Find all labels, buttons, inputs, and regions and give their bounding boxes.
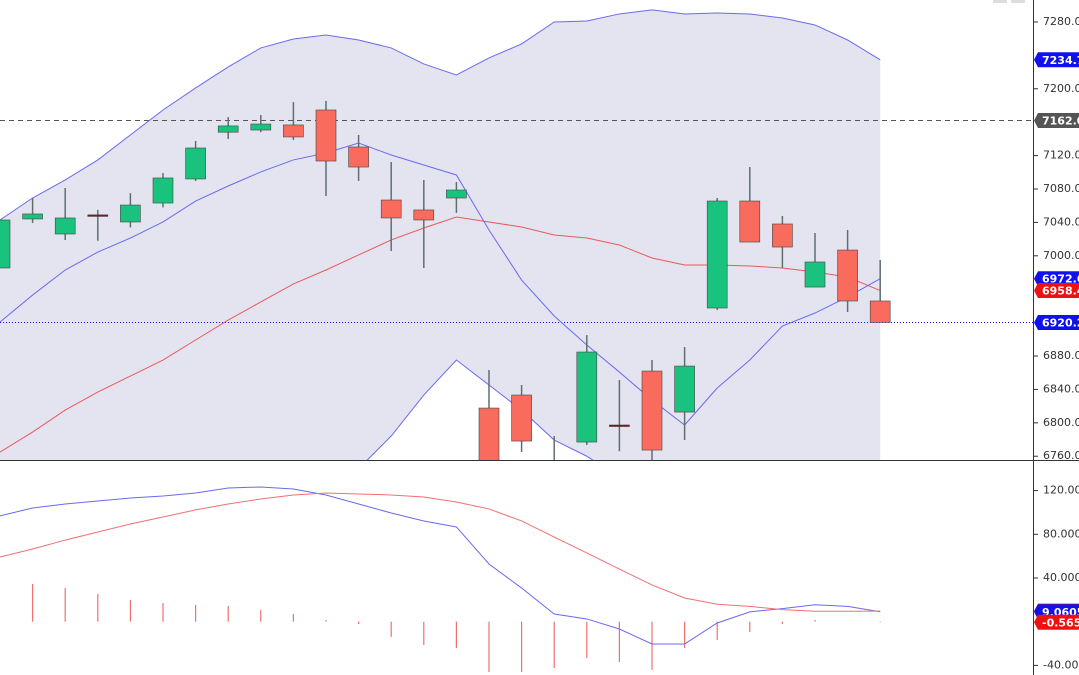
candle-body	[217, 125, 239, 133]
macd-panel	[0, 486, 881, 672]
y-tick-label: -40.000	[1043, 658, 1079, 671]
y-tick-label: 7080.0	[1043, 182, 1079, 195]
y-tick-label: 6800.0	[1043, 416, 1079, 429]
y-tick-label: 6760.0	[1043, 449, 1079, 462]
candle-body	[315, 109, 337, 162]
y-tick-label: 7040.0	[1043, 215, 1079, 228]
candle-body	[511, 394, 532, 442]
candle-body	[641, 370, 663, 451]
price-badge	[1034, 314, 1079, 330]
price-badge	[1034, 283, 1079, 299]
price-badge-label: 6972.6	[1042, 273, 1079, 286]
y-tick-label: 7000.0	[1043, 249, 1079, 262]
price-badge	[1034, 52, 1079, 68]
candle-body	[446, 189, 467, 199]
price-badge	[1034, 614, 1079, 630]
indicator-line	[0, 142, 881, 426]
indicator-line	[0, 486, 881, 645]
price-badge-label: 6958.4	[1042, 285, 1079, 298]
y-tick-label: 6840.0	[1043, 382, 1079, 395]
y-tick-label: 80.000	[1043, 527, 1079, 540]
corner-icon	[993, 0, 1007, 3]
band-fill	[0, 9, 881, 460]
y-tick-label: 7280.0	[1043, 15, 1079, 28]
candle-body	[772, 223, 793, 248]
price-badge	[1034, 113, 1079, 129]
candle-body	[152, 177, 174, 204]
candle-body	[120, 204, 141, 223]
price-badge-label: 7234.7	[1042, 54, 1079, 67]
candle-body	[22, 213, 43, 220]
price-badge-label: 6920.2	[1042, 316, 1079, 329]
y-tick-label: 6880.0	[1043, 349, 1079, 362]
candle-body	[869, 300, 891, 323]
y-tick-label: 7120.0	[1043, 149, 1079, 162]
indicator-line	[0, 216, 881, 453]
candle-body	[250, 123, 272, 131]
candle-body	[674, 365, 695, 413]
corner-icon	[1011, 0, 1025, 3]
candle-body	[609, 424, 630, 427]
y-tick-label: 40.000	[1043, 571, 1079, 584]
indicator-line	[0, 9, 881, 221]
candle-body	[706, 200, 728, 309]
candle-body	[0, 219, 11, 269]
y-tick-label: 7200.0	[1043, 82, 1079, 95]
candle-body	[283, 124, 304, 138]
candle-body	[54, 217, 76, 235]
candle-body	[478, 407, 500, 460]
candle-body	[576, 351, 598, 443]
candle-body	[380, 199, 402, 219]
price-panel	[0, 9, 1033, 482]
candle-body	[544, 465, 564, 482]
price-badge-label: 7162.0	[1042, 115, 1079, 128]
candle-body	[87, 214, 109, 217]
y-tick-label: 120.000	[1043, 484, 1079, 497]
candle-body	[804, 261, 826, 288]
candle-body	[837, 249, 858, 302]
candle-body	[185, 147, 206, 180]
indicator-line	[0, 492, 881, 612]
price-badge	[1034, 271, 1079, 287]
price-badge-label: -0.5656	[1042, 616, 1079, 629]
candle-body	[413, 209, 435, 221]
candle-body	[739, 200, 761, 243]
candle-body	[348, 146, 369, 168]
